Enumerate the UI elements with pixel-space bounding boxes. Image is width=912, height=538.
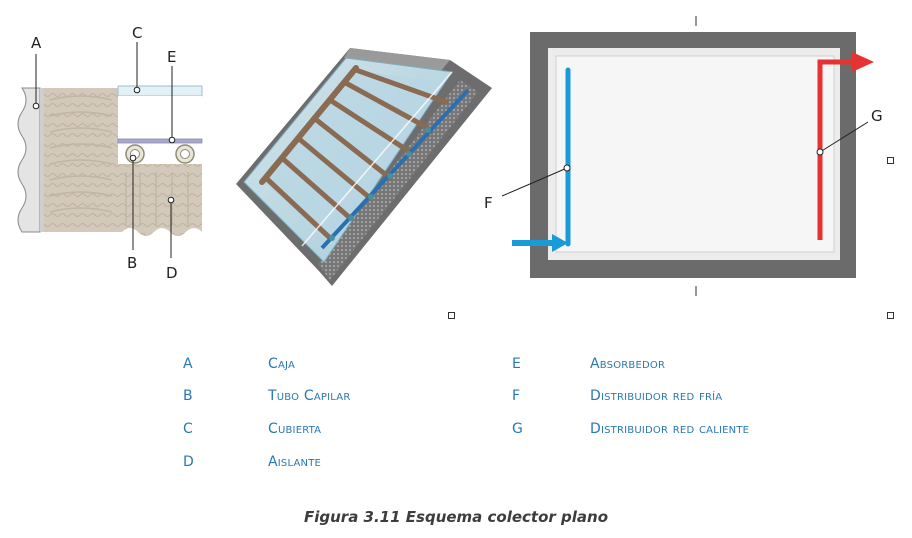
label-c: C bbox=[132, 24, 142, 42]
header-pipe-brown bbox=[259, 65, 359, 185]
insulation-waves bbox=[49, 95, 113, 213]
casing-wall bbox=[17, 87, 41, 233]
cross-section-figure: A C E B D bbox=[17, 24, 203, 282]
legend-value-g: Distribuidor red caliente bbox=[590, 421, 750, 437]
legend-key-c: C bbox=[183, 421, 193, 437]
cover-glass bbox=[117, 85, 203, 97]
legend-value-c: Cubierta bbox=[268, 421, 322, 437]
legend-key-f: F bbox=[512, 388, 521, 404]
casing-inner-wall bbox=[40, 88, 44, 232]
figure-caption: Figura 3.11 Esquema colector plano bbox=[304, 508, 608, 526]
insulation-edge bbox=[318, 80, 478, 280]
label-a: A bbox=[31, 34, 42, 52]
header-pipe-blue bbox=[320, 88, 470, 250]
air-gap bbox=[118, 96, 202, 138]
label-g: G bbox=[871, 107, 883, 125]
label-d: D bbox=[166, 264, 178, 282]
legend: A Caja B Tubo Capilar C Cubierta D Aisla… bbox=[0, 350, 912, 490]
legend-value-e: Absorbedor bbox=[590, 356, 666, 372]
plan-risers bbox=[568, 70, 820, 240]
absorber-plate bbox=[117, 138, 203, 144]
selection-handle[interactable] bbox=[448, 312, 455, 319]
hot-distributor bbox=[817, 59, 852, 240]
hot-outlet-arrowhead bbox=[852, 52, 874, 72]
legend-key-g: G bbox=[512, 421, 523, 437]
legend-key-d: D bbox=[183, 454, 194, 470]
legend-key-e: E bbox=[512, 356, 521, 372]
legend-value-d: Aislante bbox=[268, 454, 322, 470]
label-b: B bbox=[127, 254, 137, 272]
legend-value-b: Tubo Capilar bbox=[268, 388, 351, 404]
selection-handle[interactable] bbox=[887, 312, 894, 319]
label-e: E bbox=[167, 48, 176, 66]
legend-key-a: A bbox=[183, 356, 193, 372]
legend-value-f: Distribuidor red fría bbox=[590, 388, 723, 404]
selection-handle[interactable] bbox=[887, 157, 894, 164]
plan-view-figure: F G bbox=[484, 16, 883, 298]
isometric-collector-figure bbox=[236, 48, 492, 286]
legend-key-b: B bbox=[183, 388, 193, 404]
legend-value-a: Caja bbox=[268, 356, 296, 372]
cold-inlet-arrowhead bbox=[552, 234, 568, 252]
label-f: F bbox=[484, 194, 493, 212]
insulation-block-bottom bbox=[118, 164, 202, 236]
